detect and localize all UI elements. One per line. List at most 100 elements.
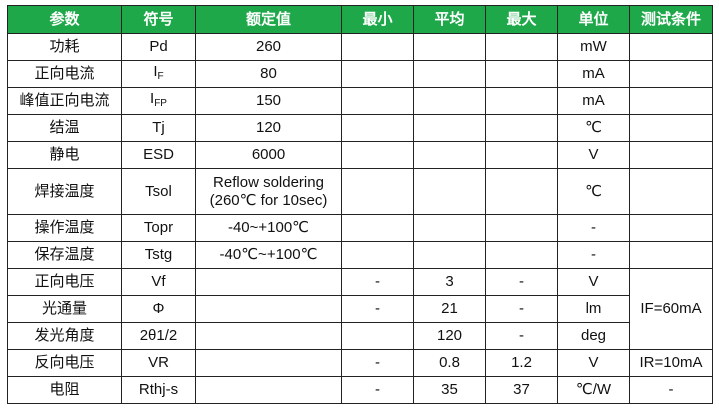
condition-cell: - (629, 376, 713, 404)
table-row: 正向电流 IF 80 mA (7, 60, 713, 88)
param-cell: 结温 (7, 114, 122, 142)
avg-cell (413, 114, 486, 142)
param-cell: 正向电流 (7, 60, 122, 88)
rated-cell: Reflow soldering (260℃ for 10sec) (195, 168, 342, 215)
rated-line2: (260℃ for 10sec) (209, 191, 328, 209)
unit-cell: lm (557, 295, 630, 323)
symbol-text: I (153, 62, 158, 80)
symbol-cell: Φ (121, 295, 196, 323)
param-cell: 发光角度 (7, 322, 122, 350)
avg-cell (413, 141, 486, 169)
column-header: 参数 (7, 5, 122, 34)
condition-cell (629, 168, 713, 215)
unit-cell: mA (557, 87, 630, 115)
table-row: 结温 Tj 120 ℃ (7, 114, 713, 142)
param-cell: 功耗 (7, 33, 122, 61)
condition-cell (629, 241, 713, 269)
unit-cell: ℃ (557, 114, 630, 142)
symbol-cell: Rthj-s (121, 376, 196, 404)
rated-cell (195, 349, 342, 377)
column-header: 符号 (121, 5, 196, 34)
rated-cell: 120 (195, 114, 342, 142)
param-cell: 光通量 (7, 295, 122, 323)
param-cell: 操作温度 (7, 214, 122, 242)
table-row: 反向电压 VR -0.8 1.2 V IR=10mA (7, 349, 713, 377)
column-header: 单位 (557, 5, 630, 34)
table-row: 焊接温度 Tsol Reflow soldering (260℃ for 10sec)… (7, 168, 713, 215)
table-row: 操作温度 Topr -40~+100℃ - (7, 214, 713, 242)
min-cell (341, 33, 414, 61)
min-cell (341, 141, 414, 169)
table-row: 光通量 Φ -21- lm (7, 295, 713, 323)
unit-cell: mW (557, 33, 630, 61)
symbol-cell: IF (121, 60, 196, 88)
min-cell: - (341, 295, 414, 323)
symbol-cell: Topr (121, 214, 196, 242)
rated-cell: 150 (195, 87, 342, 115)
avg-cell: 3 (413, 268, 486, 296)
table-row: 保存温度 Tstg -40℃~+100℃ - (7, 241, 713, 269)
unit-cell: ℃ (557, 168, 630, 215)
rated-cell: 80 (195, 60, 342, 88)
condition-cell: IR=10mA (629, 349, 713, 377)
symbol-cell: VR (121, 349, 196, 377)
max-cell (485, 114, 558, 142)
unit-cell: mA (557, 60, 630, 88)
condition-cell (629, 60, 713, 88)
symbol-subscript: F (157, 70, 164, 82)
max-cell (485, 33, 558, 61)
avg-cell (413, 60, 486, 88)
rated-cell: -40~+100℃ (195, 214, 342, 242)
param-cell: 反向电压 (7, 349, 122, 377)
avg-cell (413, 87, 486, 115)
avg-cell: 120 (413, 322, 486, 350)
param-cell: 静电 (7, 141, 122, 169)
min-cell (341, 241, 414, 269)
min-cell (341, 214, 414, 242)
column-header: 最大 (485, 5, 558, 34)
rated-cell (195, 295, 342, 323)
max-cell: - (485, 268, 558, 296)
table-row: 发光角度 2θ1/2 120- deg (7, 322, 713, 350)
min-cell: - (341, 349, 414, 377)
symbol-cell: Pd (121, 33, 196, 61)
unit-cell: ℃/W (557, 376, 630, 404)
avg-cell (413, 33, 486, 61)
min-cell (341, 168, 414, 215)
table-row: 静电 ESD 6000 V (7, 141, 713, 169)
max-cell: - (485, 322, 558, 350)
min-cell: - (341, 268, 414, 296)
symbol-cell: ESD (121, 141, 196, 169)
table-row: 功耗 Pd 260 mW (7, 33, 713, 61)
min-cell: - (341, 376, 414, 404)
unit-cell: V (557, 268, 630, 296)
rated-cell: 260 (195, 33, 342, 61)
condition-cell (629, 114, 713, 142)
table-row: 电阻 Rthj-s -35 37 ℃/W - (7, 376, 713, 404)
max-cell (485, 168, 558, 215)
symbol-text: I (150, 89, 155, 107)
condition-cell (629, 214, 713, 242)
param-cell: 电阻 (7, 376, 122, 404)
unit-cell: V (557, 349, 630, 377)
unit-cell: deg (557, 322, 630, 350)
max-cell: - (485, 295, 558, 323)
condition-cell (629, 33, 713, 61)
min-cell (341, 87, 414, 115)
min-cell (341, 60, 414, 88)
avg-cell (413, 241, 486, 269)
max-cell: 37 (485, 376, 558, 404)
symbol-cell: Tstg (121, 241, 196, 269)
condition-cell: IF=60mA (629, 268, 713, 350)
max-cell (485, 60, 558, 88)
rated-cell (195, 376, 342, 404)
param-cell: 保存温度 (7, 241, 122, 269)
unit-cell: - (557, 214, 630, 242)
unit-cell: - (557, 241, 630, 269)
symbol-cell: 2θ1/2 (121, 322, 196, 350)
max-cell (485, 214, 558, 242)
max-cell (485, 87, 558, 115)
column-header: 额定值 (195, 5, 342, 34)
max-cell: 1.2 (485, 349, 558, 377)
header-row: 参数 符号 额定值 最小 平均 最大 单位 测试条件 (7, 5, 713, 34)
